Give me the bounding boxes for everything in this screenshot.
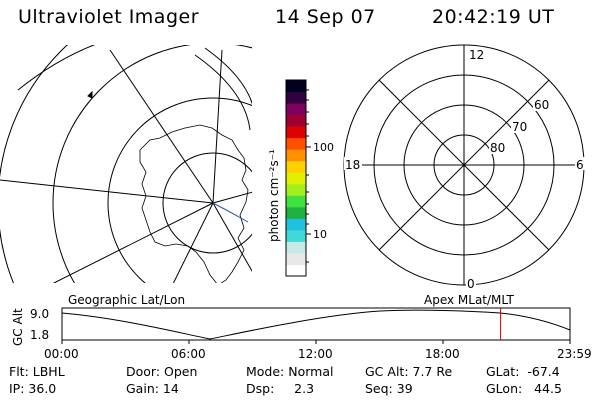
mlt-label-12: 12: [469, 48, 484, 62]
label-bg: [468, 48, 484, 61]
meridian: [172, 202, 214, 283]
label-bg: [466, 277, 476, 290]
earth-limb: [204, 47, 252, 105]
colorbar-segment: [286, 241, 306, 254]
colorbar-segment: [286, 126, 306, 139]
mlt-label-0: 0: [467, 277, 475, 291]
timeline-xtick: 00:00: [44, 347, 79, 361]
mlt-label-6: 6: [576, 158, 584, 172]
timeline-xtick: 12:00: [298, 347, 333, 361]
label-bg: [533, 98, 551, 111]
lat-circle: [162, 152, 252, 254]
colorbar: [286, 80, 306, 277]
gc-alt-label: GC Alt: 7.7 Re: [365, 364, 453, 379]
colorbar-segment: [286, 264, 306, 277]
earth-limb: [194, 54, 251, 131]
timeline-ytick: 1.8: [30, 328, 49, 342]
timeline-ytick: 9.0: [30, 307, 49, 321]
timeline-right-title: Apex MLat/MLT: [424, 293, 514, 307]
meridian: [212, 191, 252, 204]
label-bg: [489, 141, 507, 154]
polar-diagonal: [378, 79, 550, 251]
time-label: 20:42:19 UT: [432, 6, 555, 28]
colorbar-segment: [286, 137, 306, 150]
colorbar-segment: [286, 172, 306, 185]
polar-plot: [343, 44, 585, 286]
colorbar-segment: [286, 160, 306, 173]
mlt-label-18: 18: [345, 158, 360, 172]
colorbar-segment: [286, 229, 306, 242]
colorbar-minor-ticks: [306, 89, 309, 263]
date-label: 14 Sep 07: [275, 6, 376, 28]
meridian: [109, 49, 214, 204]
glon-label: GLon: 44.5: [486, 381, 562, 396]
timeline-xtick: 23:59: [557, 347, 592, 361]
orbit-track: [212, 202, 249, 223]
instrument-title: Ultraviolet Imager: [18, 6, 200, 28]
lat-label-80: 80: [490, 141, 505, 155]
timeline-left-title: Geographic Lat/Lon: [68, 293, 185, 307]
timeline-xticks: [61, 340, 571, 344]
colorbar-segment: [286, 195, 306, 208]
altitude-curve: [61, 309, 571, 340]
door-label: Door: Open: [126, 364, 198, 379]
lat-circle: [107, 97, 252, 283]
lat-label-60: 60: [534, 98, 549, 112]
dsp-label: Dsp: 2.3: [246, 381, 315, 396]
coastline: [139, 124, 249, 283]
colorbar-segment: [286, 91, 306, 104]
label-bg: [575, 157, 585, 170]
timeline-ylabel: GC Alt: [11, 308, 25, 346]
limb-marker: [87, 90, 93, 99]
timeline-xtick: 06:00: [171, 347, 206, 361]
colorbar-segment: [286, 252, 306, 265]
colorbar-tick-label: 10: [313, 228, 327, 241]
label-bg: [344, 157, 362, 170]
label-bg: [511, 120, 529, 133]
colorbar-segment: [286, 114, 306, 127]
seq-label: Seq: 39: [365, 381, 413, 396]
colorbar-segment: [286, 206, 306, 219]
ip-label: IP: 36.0: [9, 381, 57, 396]
gain-label: Gain: 14: [126, 381, 179, 396]
colorbar-segment: [286, 149, 306, 162]
filter-label: Flt: LBHL: [9, 364, 65, 379]
mode-label: Mode: Normal: [246, 364, 334, 379]
colorbar-frame: [285, 79, 307, 277]
timeline-xtick: 18:00: [425, 347, 460, 361]
meridian: [212, 49, 223, 204]
lat-circle: [52, 45, 252, 283]
colorbar-segment: [286, 103, 306, 116]
meridian: [212, 202, 252, 273]
glat-label: GLat: -67.4: [486, 364, 560, 379]
lat-label-70: 70: [512, 120, 527, 134]
meridian: [52, 202, 214, 283]
meridian: [0, 179, 214, 204]
colorbar-segment: [286, 80, 306, 93]
geographic-map: [0, 45, 252, 283]
colorbar-segment: [286, 183, 306, 196]
colorbar-segment: [286, 218, 306, 231]
colorbar-tick-label: 100: [313, 141, 334, 154]
earth-limb: [17, 45, 96, 91]
colorbar-unit-label: photon cm⁻²s⁻¹: [267, 149, 281, 242]
